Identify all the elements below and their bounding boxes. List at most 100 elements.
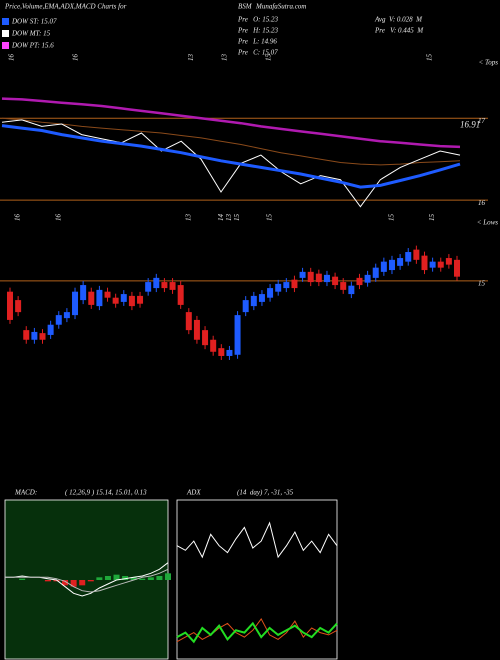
candle (364, 274, 371, 283)
candle (88, 291, 95, 305)
line-series (1, 124, 461, 189)
hist-bar (19, 578, 26, 580)
candle (348, 285, 355, 295)
candle (96, 289, 103, 307)
x-tick-label: 15 (426, 54, 434, 62)
candle (397, 258, 404, 266)
legend-swatch (2, 18, 9, 25)
x-tick-label: 15 (428, 214, 436, 222)
x-tick-label: 15 (388, 214, 396, 222)
hist-bar (79, 580, 86, 586)
candle (55, 315, 62, 325)
legend-label: DOW MT: 15 (11, 30, 51, 38)
hist-bar (62, 580, 69, 586)
candle (161, 282, 168, 289)
x-tick-label: 16 (71, 54, 79, 62)
candle (421, 255, 428, 271)
candle (202, 330, 209, 346)
candle (315, 273, 322, 283)
x-tick-label: 14 (217, 214, 225, 222)
candle (323, 274, 330, 283)
candle (445, 258, 452, 265)
stat: Pre C: 15.07 (237, 49, 278, 57)
hist-bar (70, 580, 77, 587)
candle (234, 315, 241, 355)
panel-title: MACD: (14, 489, 37, 497)
line-series (176, 617, 338, 643)
y-tick-label: 17 (478, 117, 486, 125)
candle (193, 319, 200, 340)
panel-subtitle: (14 day) 7, -31, -35 (237, 489, 294, 497)
candle (210, 339, 217, 352)
candle (454, 259, 460, 277)
x-tick-label: 15 (266, 214, 274, 222)
x-tick-label: 13 (225, 214, 233, 222)
candle (112, 297, 119, 304)
candle (226, 349, 233, 356)
y-tick-label: 15 (478, 279, 486, 287)
candle (275, 283, 282, 292)
symbol: BSM (238, 3, 253, 11)
page-title: Price,Volume,EMA,ADX,MACD Charts for (4, 3, 127, 11)
x-tick-label: 13 (221, 54, 229, 62)
candle (307, 271, 314, 283)
candle (388, 259, 395, 271)
panel (176, 499, 338, 660)
hist-bar (147, 577, 154, 580)
candle (299, 271, 306, 278)
legend-swatch (2, 42, 9, 49)
candle (437, 261, 444, 268)
candle (405, 252, 412, 262)
candle (258, 294, 265, 302)
candle (185, 312, 192, 331)
candle (63, 312, 70, 319)
corner-label: < Tops (479, 59, 499, 67)
x-tick-label: 15 (233, 214, 241, 222)
candle (153, 277, 160, 289)
legend-swatch (2, 30, 9, 37)
candle (137, 295, 144, 304)
hist-bar (96, 577, 103, 580)
candle (145, 282, 152, 292)
panel-title: ADX (186, 489, 201, 497)
candle (372, 267, 379, 278)
site: MunafaSutra.com (255, 3, 306, 11)
candle (47, 324, 54, 335)
x-tick-label: 13 (184, 214, 192, 222)
candle (250, 295, 257, 307)
x-tick-label: 13 (187, 54, 195, 62)
stat: Pre O: 15.23 (237, 16, 278, 24)
hist-bar (139, 578, 146, 580)
x-tick-label: 16 (54, 214, 62, 222)
candle (356, 277, 363, 286)
candle (413, 249, 420, 260)
hist-bar (113, 574, 120, 580)
x-tick-label: 16 (14, 214, 22, 222)
x-tick-label: 15 (264, 54, 272, 62)
candle (128, 295, 135, 307)
candle (169, 282, 176, 290)
candle (242, 300, 249, 313)
panel-subtitle: ( 12,26,9 ) 15.14, 15.01, 0.13 (65, 489, 147, 497)
line-series (1, 117, 461, 166)
stat: Avg V: 0.028 M (374, 16, 423, 24)
candle (80, 285, 87, 301)
candle (291, 279, 298, 289)
hist-bar (44, 580, 51, 582)
candle (7, 291, 13, 320)
candle (39, 333, 46, 340)
current-value: 16.91 (460, 120, 480, 130)
candle (104, 291, 111, 298)
line-series (1, 97, 461, 149)
candle (429, 261, 436, 268)
line-series (176, 521, 338, 559)
candle (31, 331, 38, 340)
corner-label: < Lows (477, 219, 499, 227)
hist-bar (104, 576, 111, 580)
stat: Pre L: 14.96 (237, 38, 277, 46)
hist-bar (122, 576, 129, 580)
hist-bar (53, 580, 60, 582)
candle (72, 291, 79, 316)
candle (177, 285, 184, 305)
